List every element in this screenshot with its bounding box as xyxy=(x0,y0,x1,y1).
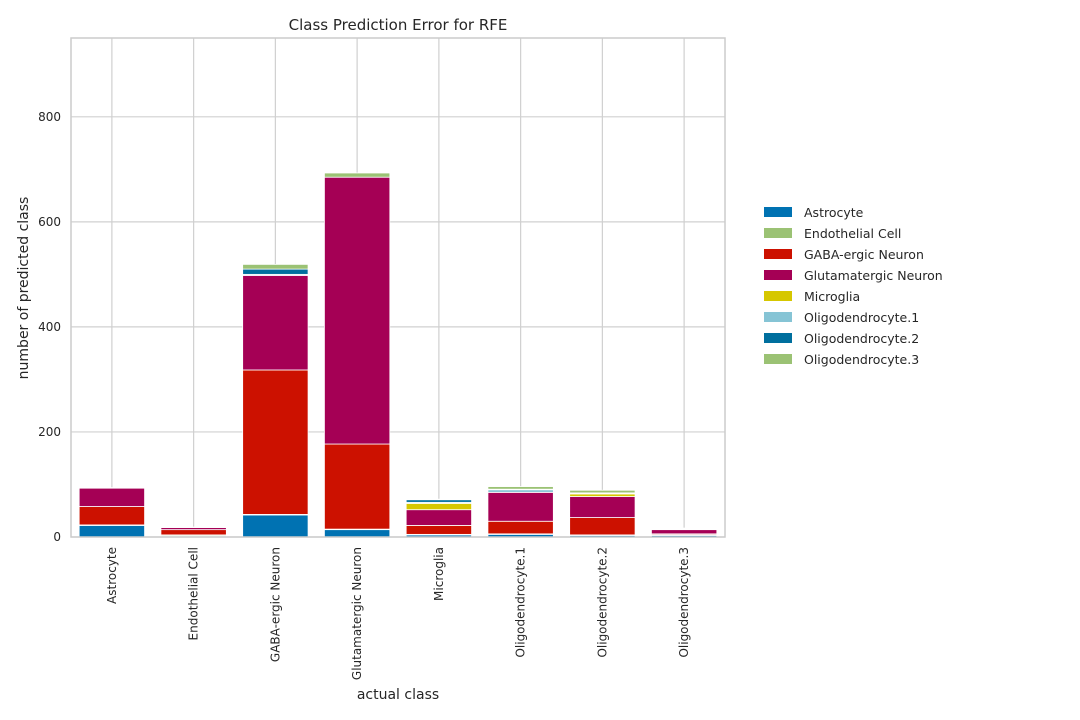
legend-item: Oligodendrocyte.2 xyxy=(764,331,919,346)
legend-item: Glutamatergic Neuron xyxy=(764,268,943,283)
x-tick-label: Microglia xyxy=(432,547,446,601)
bar-stack xyxy=(651,527,718,538)
bar-segment xyxy=(487,520,554,535)
bar-segment xyxy=(487,491,554,522)
bar-segment xyxy=(569,517,636,536)
legend-label: Oligodendrocyte.3 xyxy=(804,352,919,367)
bar-segment xyxy=(78,487,145,507)
bar-segment xyxy=(405,509,472,526)
legend-label: GABA-ergic Neuron xyxy=(804,247,924,262)
bar-segment xyxy=(405,498,472,501)
x-tick-label: Oligodendrocyte.2 xyxy=(595,547,609,658)
bar-segment xyxy=(160,526,227,528)
legend-label: Endothelial Cell xyxy=(804,226,901,241)
bar-segment xyxy=(324,529,391,538)
legend-label: Astrocyte xyxy=(804,205,864,220)
bar-stack xyxy=(160,526,227,538)
x-tick-label: Oligodendrocyte.1 xyxy=(514,547,528,658)
plot-frame xyxy=(70,37,726,538)
legend-swatch xyxy=(764,249,792,259)
bar-segment xyxy=(242,268,309,275)
bar-stack xyxy=(324,172,391,538)
bar-segment xyxy=(242,369,309,515)
legend: Astrocyte Endothelial Cell GABA-ergic Neur… xyxy=(764,205,943,367)
bars xyxy=(78,172,718,538)
bar-segment xyxy=(78,487,145,489)
y-axis-label: number of predicted class xyxy=(16,197,32,380)
legend-swatch xyxy=(764,312,792,322)
plot-area xyxy=(71,38,725,537)
bar-segment xyxy=(487,486,554,490)
legend-item: Oligodendrocyte.1 xyxy=(764,310,919,325)
bar-segment xyxy=(324,172,391,178)
bar-stack xyxy=(569,489,636,538)
axes: 0 200 400 600 800 Astrocyte Endothelial Cell GA… xyxy=(38,37,726,680)
legend-swatch xyxy=(764,333,792,343)
y-tick-label: 800 xyxy=(38,110,61,124)
bar-segment xyxy=(651,529,718,535)
x-tick-label: Oligodendrocyte.3 xyxy=(677,547,691,658)
legend-label: Microglia xyxy=(804,289,860,304)
legend-label: Glutamatergic Neuron xyxy=(804,268,943,283)
x-tick-label: Endothelial Cell xyxy=(187,547,201,640)
x-tick-label: GABA-ergic Neuron xyxy=(268,547,282,662)
bar-stack xyxy=(487,486,554,538)
legend-swatch xyxy=(764,270,792,280)
bar-segment xyxy=(405,525,472,535)
legend-item: GABA-ergic Neuron xyxy=(764,247,924,262)
legend-swatch xyxy=(764,207,792,217)
legend-label: Oligodendrocyte.1 xyxy=(804,310,919,325)
bar-stack xyxy=(78,487,145,538)
bar-stack xyxy=(405,498,472,538)
legend-item: Astrocyte xyxy=(764,205,864,220)
legend-swatch xyxy=(764,354,792,364)
x-tick-label: Astrocyte xyxy=(105,547,119,604)
y-tick-label: 600 xyxy=(38,215,61,229)
chart-title: Class Prediction Error for RFE xyxy=(289,16,508,34)
bar-segment xyxy=(242,263,309,270)
bar-segment xyxy=(160,529,227,536)
legend-label: Oligodendrocyte.2 xyxy=(804,331,919,346)
bar-segment xyxy=(78,506,145,526)
legend-item: Oligodendrocyte.3 xyxy=(764,352,919,367)
bar-segment xyxy=(242,275,309,371)
y-tick-label: 400 xyxy=(38,320,61,334)
x-tick-label: Glutamatergic Neuron xyxy=(350,547,364,680)
bar-segment xyxy=(651,527,718,529)
bar-segment xyxy=(242,514,309,538)
y-tick-label: 200 xyxy=(38,425,61,439)
x-axis-label: actual class xyxy=(357,687,439,703)
grid xyxy=(71,38,725,538)
y-tick-label: 0 xyxy=(53,530,61,544)
bar-segment xyxy=(324,443,391,530)
bar-segment xyxy=(324,176,391,445)
bar-segment xyxy=(569,496,636,518)
bar-segment xyxy=(78,525,145,538)
legend-item: Microglia xyxy=(764,289,860,304)
bar-stack xyxy=(242,263,309,538)
legend-swatch xyxy=(764,228,792,238)
legend-item: Endothelial Cell xyxy=(764,226,901,241)
bar-segment xyxy=(569,489,636,494)
bar-segment xyxy=(405,502,472,511)
legend-swatch xyxy=(764,291,792,301)
